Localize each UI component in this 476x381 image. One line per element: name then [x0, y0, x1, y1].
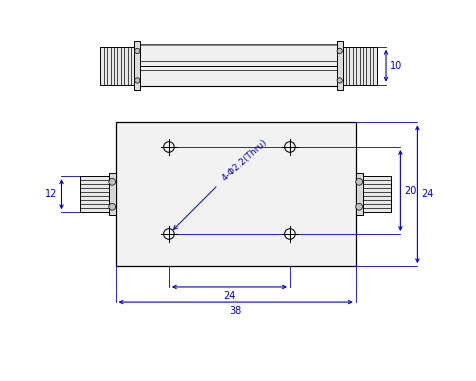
- FancyBboxPatch shape: [138, 45, 338, 86]
- Circle shape: [109, 178, 115, 185]
- Text: 10: 10: [389, 61, 401, 71]
- Text: 12: 12: [44, 189, 57, 199]
- Circle shape: [134, 78, 139, 83]
- Bar: [362, 176, 390, 212]
- Circle shape: [355, 203, 362, 210]
- Circle shape: [337, 78, 342, 83]
- Text: 4-Φ2.2(Thru): 4-Φ2.2(Thru): [219, 138, 268, 183]
- Text: 24: 24: [223, 291, 235, 301]
- Bar: [336, 41, 342, 90]
- Bar: [109, 173, 115, 215]
- Bar: [80, 176, 109, 212]
- Text: 24: 24: [420, 189, 433, 199]
- Bar: [355, 173, 362, 215]
- Text: 38: 38: [229, 306, 241, 316]
- Bar: [342, 47, 376, 85]
- Circle shape: [355, 178, 362, 185]
- Text: 20: 20: [403, 186, 416, 195]
- Circle shape: [109, 203, 115, 210]
- Bar: [100, 47, 134, 85]
- Circle shape: [337, 48, 342, 54]
- Bar: [134, 41, 140, 90]
- Bar: [115, 122, 355, 266]
- Circle shape: [134, 48, 139, 54]
